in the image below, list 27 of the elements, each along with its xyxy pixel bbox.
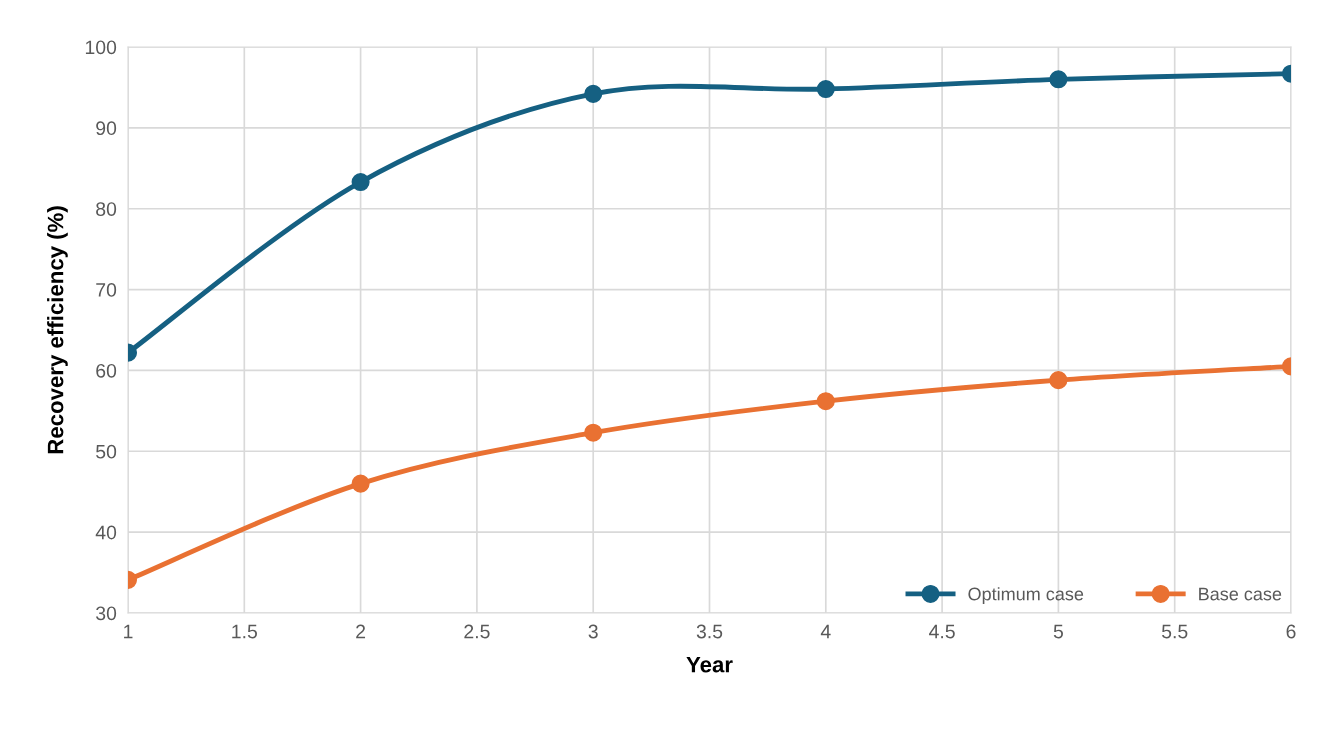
point	[816, 392, 835, 411]
x-tick-label: 3	[588, 624, 598, 639]
y-tick-label: 30	[96, 606, 117, 621]
y-tick-label: 80	[96, 202, 117, 216]
x-tick-label: 6	[1286, 624, 1296, 639]
x-tick-label: 5	[1053, 624, 1063, 639]
x-tick-label: 2.5	[464, 624, 490, 639]
y-tick-label: 70	[96, 283, 117, 297]
y-tick-label: 100	[85, 40, 117, 55]
x-tick-label: 2	[356, 624, 366, 639]
y-tick-label: 60	[96, 363, 117, 378]
x-tick-label: 3.5	[696, 624, 723, 639]
y-tick-label: 50	[96, 444, 117, 459]
point	[584, 423, 603, 442]
point	[584, 84, 603, 103]
x-tick-label: 1	[124, 624, 133, 639]
x-tick-label: 5.5	[1161, 624, 1188, 639]
y-tick-label: 90	[96, 121, 117, 136]
y-tick-label: 40	[95, 525, 117, 540]
x-axis-title: Year	[686, 656, 733, 673]
x-tick-label: 4.5	[929, 624, 955, 639]
x-tick-label: 4	[820, 624, 831, 639]
y-axis-title: Recovery efficiency (%)	[47, 206, 68, 454]
point	[816, 80, 835, 99]
x-tick-label: 1.5	[232, 624, 257, 639]
legend-label: Optimum case	[968, 587, 1084, 604]
legend-label: Base case	[1199, 587, 1282, 601]
